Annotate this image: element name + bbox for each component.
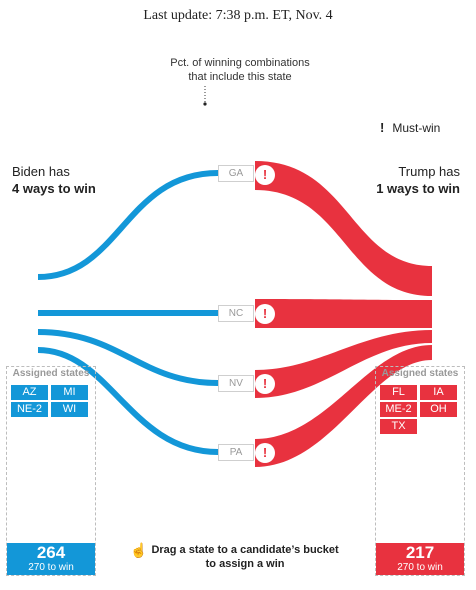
- state-chip-nc[interactable]: NC: [218, 305, 254, 322]
- trump-state-tile[interactable]: ME-2: [380, 402, 417, 417]
- biden-electoral-total: 264 270 to win: [7, 543, 95, 575]
- trump-votes: 217: [405, 543, 435, 562]
- biden-bucket-title: Assigned states: [12, 368, 90, 379]
- biden-flow-nv: [37, 329, 219, 386]
- biden-flow-ga: [37, 170, 219, 280]
- trump-electoral-total: 217 270 to win: [376, 543, 464, 575]
- drag-hint-line-2: to assign a win: [205, 558, 285, 570]
- trump-flow-ga: [255, 161, 432, 296]
- trump-state-tile[interactable]: FL: [380, 385, 417, 400]
- biden-has: Biden has: [12, 164, 70, 179]
- annotation-leader-dot: [203, 102, 207, 106]
- annotation-line-2: that include this state: [188, 71, 292, 83]
- biden-ways-count: 4 ways to win: [12, 181, 96, 196]
- biden-flow-pa: [37, 347, 219, 455]
- trump-state-tile[interactable]: OH: [420, 402, 457, 417]
- trump-state-tile[interactable]: TX: [380, 419, 417, 434]
- chart-annotation: Pct. of winning combinations that includ…: [130, 56, 350, 84]
- annotation-line-1: Pct. of winning combinations: [170, 57, 310, 69]
- biden-state-tile[interactable]: WI: [51, 402, 88, 417]
- trump-flow-pa: [255, 345, 432, 467]
- drag-hint-line-1: Drag a state to a candidate’s bucket: [151, 544, 339, 556]
- mustwin-icon: !: [255, 165, 275, 185]
- hand-pointer-icon: ☝: [130, 542, 148, 558]
- state-chip-nv[interactable]: NV: [218, 375, 254, 392]
- biden-votes: 264: [36, 543, 66, 562]
- mustwin-legend-icon: !: [380, 120, 385, 135]
- drag-hint: ☝ Drag a state to a candidate’s bucket t…: [130, 543, 350, 571]
- mustwin-icon: !: [255, 374, 275, 394]
- mustwin-icon: !: [255, 443, 275, 463]
- state-chip-pa[interactable]: PA: [218, 444, 254, 461]
- last-update: Last update: 7:38 p.m. ET, Nov. 4: [143, 8, 333, 23]
- state-chip-ga[interactable]: GA: [218, 165, 254, 182]
- mustwin-legend: ! Must-win: [380, 120, 440, 135]
- biden-state-tile[interactable]: MI: [51, 385, 88, 400]
- biden-ways-label: Biden has 4 ways to win: [12, 163, 96, 197]
- trump-ways-count: 1 ways to win: [376, 181, 460, 196]
- trump-bucket[interactable]: Assigned states FL IA ME-2 OH TX 217 270…: [375, 366, 465, 576]
- mustwin-legend-label: Must-win: [392, 120, 441, 135]
- trump-ways-label: Trump has 1 ways to win: [360, 163, 460, 197]
- biden-state-tile[interactable]: NE-2: [11, 402, 48, 417]
- trump-threshold: 270 to win: [397, 562, 443, 573]
- biden-state-tile[interactable]: AZ: [11, 385, 48, 400]
- trump-bucket-title: Assigned states: [381, 368, 459, 379]
- biden-threshold: 270 to win: [28, 562, 74, 573]
- trump-flow-nc: [255, 299, 432, 328]
- trump-flow-nv: [255, 330, 432, 398]
- mustwin-icon: !: [255, 304, 275, 324]
- biden-bucket[interactable]: Assigned states AZ MI NE-2 WI 264 270 to…: [6, 366, 96, 576]
- trump-state-tile[interactable]: IA: [420, 385, 457, 400]
- trump-has: Trump has: [398, 164, 460, 179]
